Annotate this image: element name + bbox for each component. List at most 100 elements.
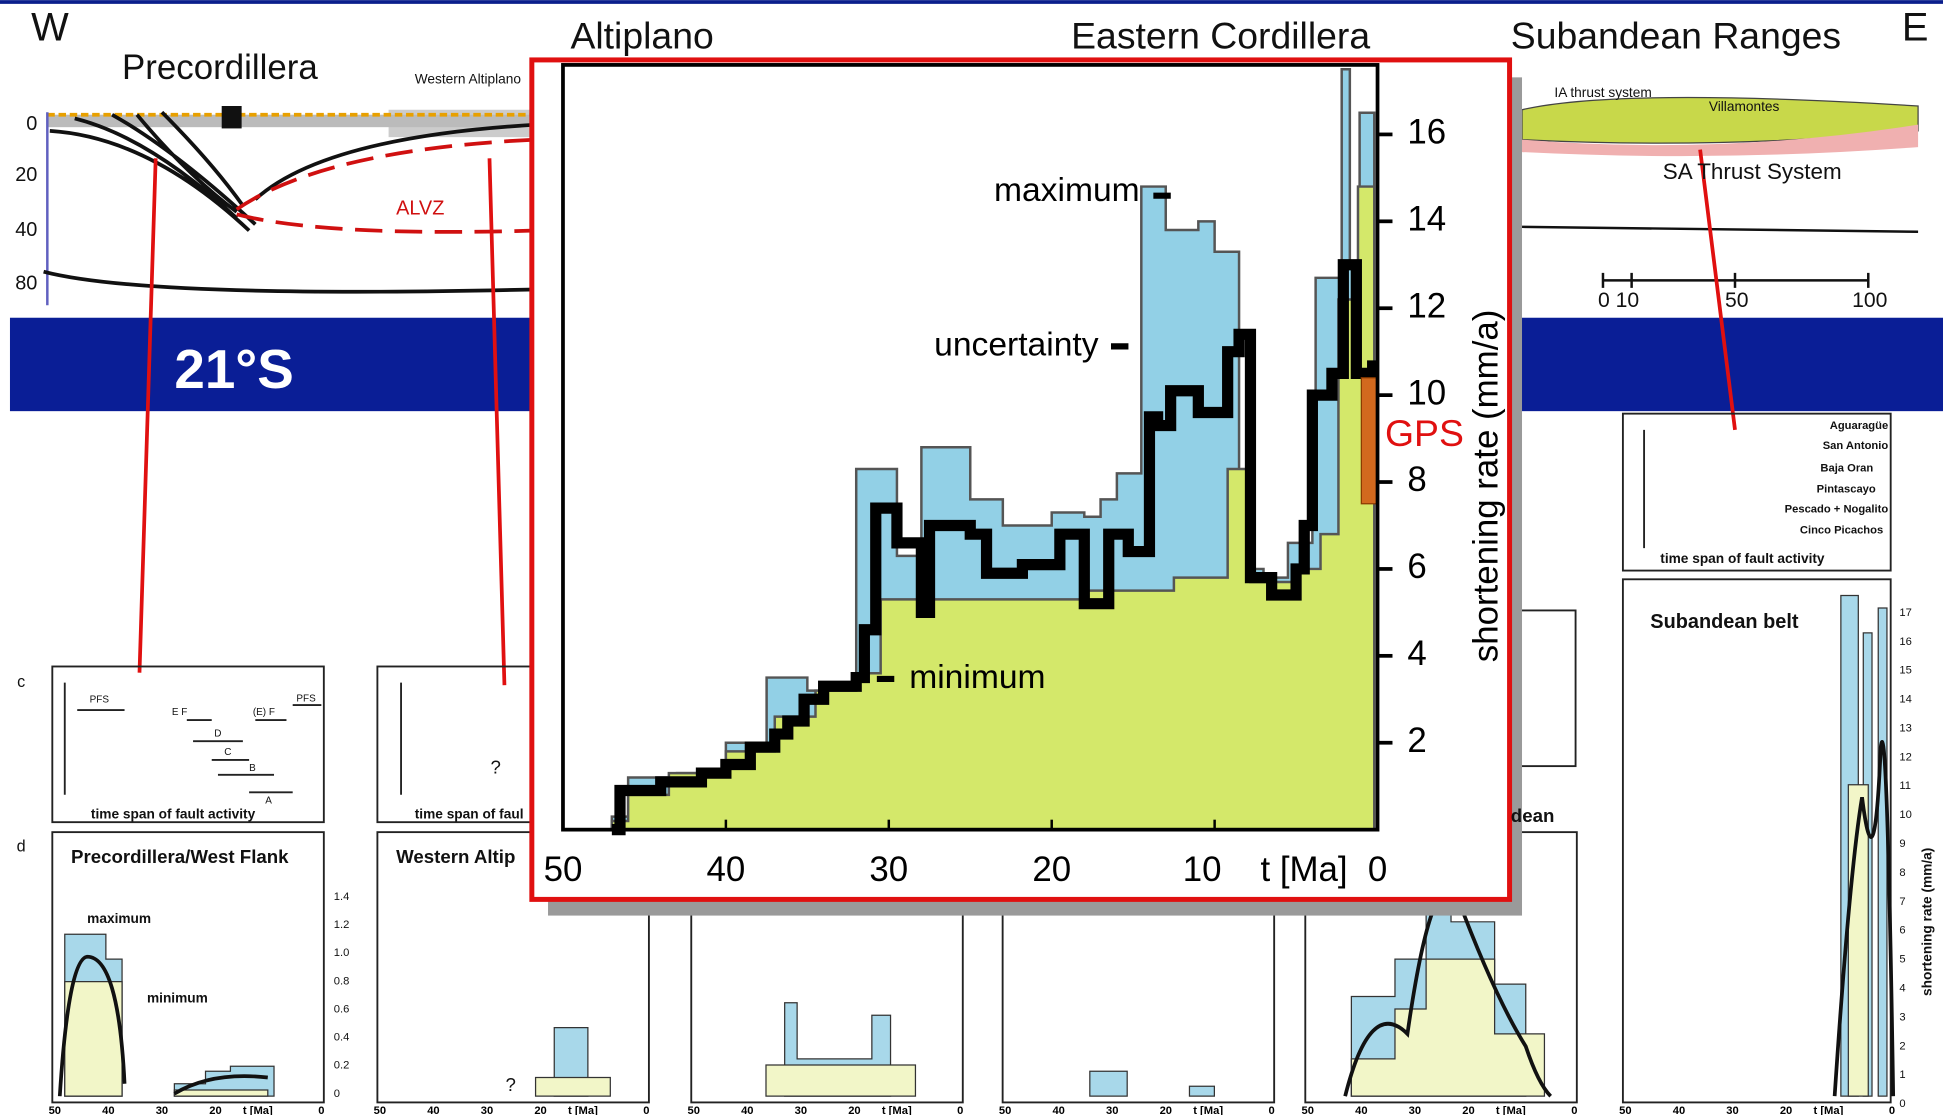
background-label: C [224,747,231,758]
panel-x-tick-label: 40 [1052,1105,1064,1115]
panel-x-tick-label: t [Ma] [1813,1105,1843,1115]
background-label: time span of fault activity [91,806,256,821]
panel-x-tick-label: 50 [688,1105,700,1115]
background-label: 15 [1899,665,1911,677]
x-tick-label: 10 [1183,850,1222,889]
background-label: 13 [1899,722,1911,734]
background-label: 0.8 [334,975,350,987]
background-label: 40 [15,219,37,241]
background-label: 7 [1899,896,1905,908]
panel-x-tick-label: 40 [1673,1105,1685,1115]
background-label: ? [505,1074,515,1095]
background-label: Precordillera/West Flank [71,846,289,867]
x-tick-label: 50 [544,850,583,889]
background-label: Western Altip [396,846,515,867]
background-label: 4 [1899,983,1905,995]
background-label: Subandean belt [1650,611,1799,633]
background-label: dean [1511,805,1555,826]
gps-label: GPS [1385,412,1464,454]
background-label: W [31,6,69,50]
y-axis-label: shortening rate (mm/a) [1467,310,1506,663]
best-estimate-line [611,259,1379,836]
y-tick-label: 10 [1407,373,1446,412]
background-label: 100 [1852,289,1887,312]
fault-line [43,110,549,294]
y-tick-label: 12 [1407,286,1446,325]
background-label: IA thrust system [1554,85,1651,100]
panel-x-tick-label: 0 [643,1105,649,1115]
y-tick-label: 2 [1407,721,1426,760]
panel-x-tick-label: t [Ma] [243,1105,273,1115]
panel-x-tick-label: 30 [481,1105,493,1115]
panel-x-tick-label: 40 [102,1105,114,1115]
alvz-boundary [235,137,536,234]
background-label: San Antonio [1823,440,1889,452]
background-label: 0 [26,113,37,135]
background-label: Baja Oran [1820,462,1873,474]
x-tick-label: 40 [706,850,745,889]
background-label: 17 [1899,607,1911,619]
background-label: 0.2 [334,1060,350,1072]
panel-x-tick-label: 0 [957,1105,963,1115]
background-label: maximum [87,911,151,926]
background-label: E [1902,6,1929,50]
background-label: Altiplano [570,15,713,57]
y-tick-label: 14 [1407,200,1446,239]
background-label: 0 10 [1598,289,1639,312]
background-label: ALVZ [396,198,444,220]
panel-x-tick-label: 30 [1106,1105,1118,1115]
background-label: 6 [1899,925,1905,937]
activity-bar [77,704,322,794]
background-label: time span of fault activity [1660,551,1825,566]
panel-x-tick-label: 20 [534,1105,546,1115]
background-label: c [17,673,25,691]
x-tick-label: 30 [869,850,908,889]
background-label: PFS [296,693,316,704]
panel-frame [376,831,650,1104]
panel-x-tick-label: 40 [1355,1105,1367,1115]
panel-step-max [1089,1070,1215,1097]
panel-x-tick-label: 50 [1302,1105,1314,1115]
background-label: Subandean Ranges [1511,15,1841,57]
background-label: 14 [1899,694,1911,706]
panel-x-tick-label: 20 [1462,1105,1474,1115]
panel-estimate [1832,740,1896,1097]
plot-area [610,67,1379,836]
background-label: Aguaragüe [1830,420,1888,432]
background-label: 1 [1899,1069,1905,1081]
panel-x-tick-label: 50 [49,1105,61,1115]
scale-bar [1601,272,1870,288]
background-label: 0.4 [334,1032,350,1044]
background-label: SA Thrust System [1663,159,1842,184]
panel-x-tick-label: 0 [1571,1105,1577,1115]
panel-x-tick-label: 0 [1269,1105,1275,1115]
connector-line [137,149,1737,686]
gps-range [1360,377,1379,505]
background-label: 1.2 [334,919,350,931]
panel-x-tick-label: 30 [1409,1105,1421,1115]
background-label: (E) F [253,707,275,718]
x-tick-label: 0 [1368,850,1387,889]
background-label: 5 [1899,954,1905,966]
panel-x-tick-label: t [Ma] [1496,1105,1526,1115]
panel-step-min [765,1064,917,1097]
panel-step-min [534,1076,611,1097]
panel-x-tick-label: 30 [1726,1105,1738,1115]
panel-steps [57,594,1896,1098]
background-label: Precordillera [122,48,318,87]
y-tick-label: 6 [1407,547,1426,586]
background-label: 0 [1899,1098,1905,1110]
background-label: shortening rate (mm/a) [1920,848,1935,996]
panel-x-tick-label: 20 [1780,1105,1792,1115]
background-label: Villamontes [1709,99,1780,114]
background-label: 1.4 [334,891,350,903]
annotation: minimum [909,659,1045,696]
background-label: 21°S [174,338,293,400]
background-label: 10 [1899,809,1911,821]
background-label: 0.6 [334,1003,350,1015]
panel-x-tick-label: 20 [848,1105,860,1115]
y-tick-label: 8 [1407,460,1426,499]
background-label: Eastern Cordillera [1071,15,1370,57]
background-label: 0 [334,1088,340,1100]
